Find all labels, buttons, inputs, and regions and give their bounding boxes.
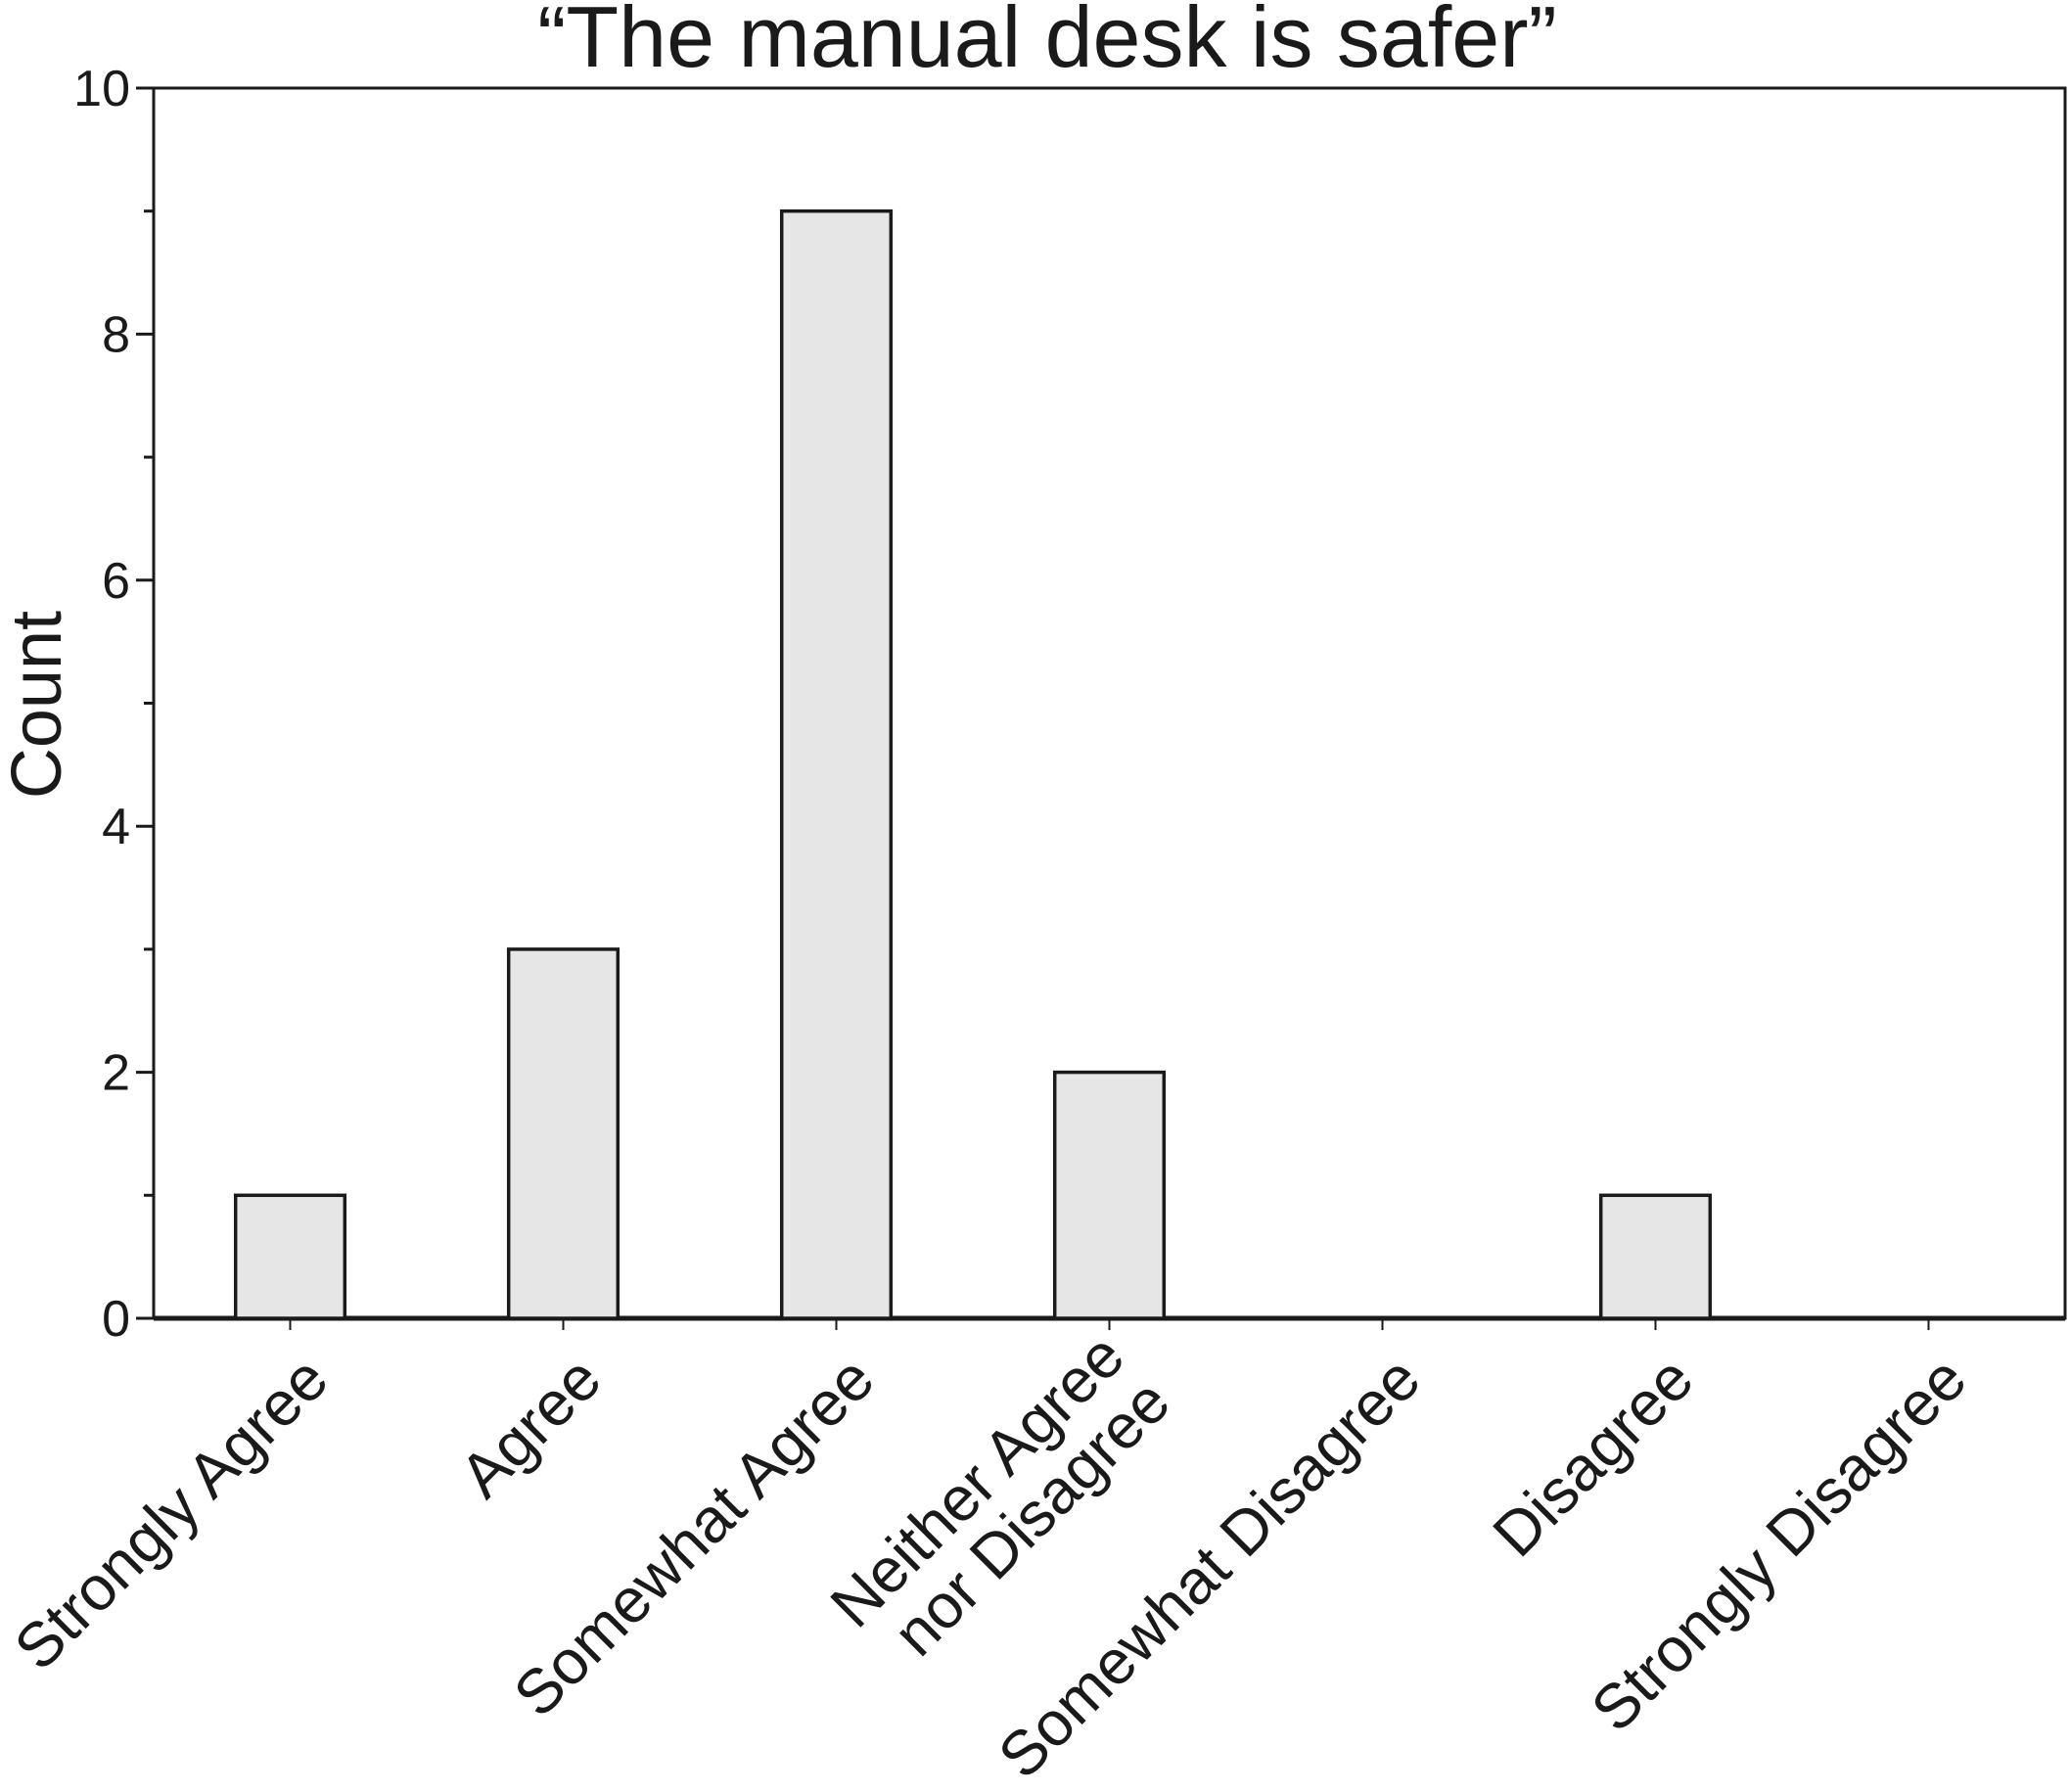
y-tick-label-1: 2 [102,1045,130,1102]
x-category-label-line: Agree [446,1343,615,1511]
bar-2 [779,208,894,1320]
y-tick-label-0: 0 [102,1291,130,1348]
y-tick-label-4: 8 [102,306,130,363]
x-category-label-0: Strongly Agree [1,1343,342,1683]
y-tick-label-3: 6 [102,553,130,610]
bar-1 [506,947,621,1320]
x-category-label-line: Disagree [1480,1343,1707,1570]
y-tick-label-5: 10 [73,61,130,117]
y-tick-label-2: 4 [102,799,130,855]
y-axis-label: Count [0,611,76,799]
bar-5 [1598,1193,1713,1320]
x-category-label-5: Disagree [1480,1343,1707,1570]
bar-0 [233,1193,347,1320]
chart-title: “The manual desk is safer” [537,0,1557,85]
x-category-label-line: Strongly Agree [1,1343,342,1683]
x-category-label-1: Agree [446,1343,615,1511]
bar-3 [1052,1070,1167,1320]
